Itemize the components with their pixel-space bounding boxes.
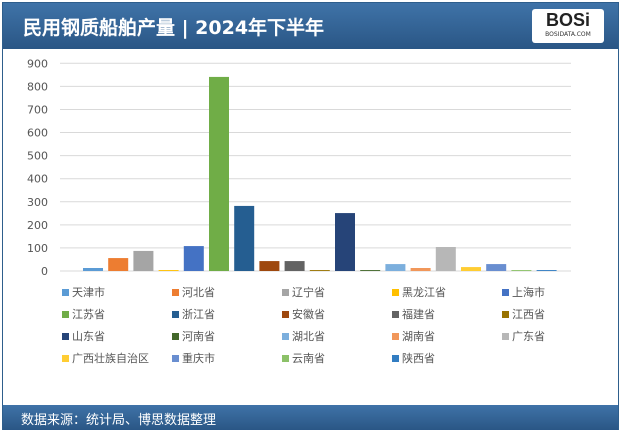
bar-18	[511, 270, 532, 271]
y-tick-label: 0	[41, 265, 48, 278]
bar-17	[486, 264, 507, 271]
legend-swatch	[502, 288, 509, 296]
bar-4	[158, 270, 179, 271]
legend-item: 河北省	[172, 284, 282, 300]
legend-swatch	[172, 288, 179, 296]
legend-label: 天津市	[72, 286, 105, 299]
legend-item: 江西省	[502, 306, 612, 322]
legend-item: 湖北省	[282, 328, 392, 344]
legend-swatch	[62, 332, 69, 340]
legend-label: 云南省	[292, 352, 325, 365]
y-tick-label: 600	[27, 127, 48, 140]
legend-swatch	[172, 332, 179, 340]
legend-swatch	[62, 310, 69, 318]
bar-15	[435, 246, 456, 271]
y-tick-label: 500	[27, 150, 48, 163]
legend-item: 天津市	[62, 284, 172, 300]
legend: 天津市 河北省 辽宁省 黑龙江省 上海市江苏省 浙江省 安徽省 福建省 江西省山东省 河南省 湖北省…	[62, 284, 582, 366]
legend-item: 安徽省	[282, 306, 392, 322]
legend-item: 福建省	[392, 306, 502, 322]
legend-label: 广西壮族自治区	[72, 352, 149, 365]
y-tick-label: 800	[27, 80, 48, 93]
legend-item: 广西壮族自治区	[62, 350, 172, 366]
legend-item: 湖南省	[392, 328, 502, 344]
legend-swatch	[392, 310, 399, 318]
bar-13	[385, 264, 406, 271]
legend-label: 黑龙江省	[402, 286, 446, 299]
header-bar: 民用钢质船舶产量 | 2024年下半年 BOSi BOSIDATA.COM	[3, 3, 618, 49]
legend-label: 安徽省	[292, 308, 325, 321]
legend-swatch	[502, 332, 509, 340]
legend-swatch	[62, 288, 69, 296]
legend-item: 陕西省	[392, 350, 502, 366]
chart-title: 民用钢质船舶产量 | 2024年下半年	[23, 17, 325, 39]
legend-item: 江苏省	[62, 306, 172, 322]
bar-3	[133, 250, 154, 271]
legend-label: 重庆市	[182, 352, 215, 365]
legend-label: 广东省	[512, 330, 545, 343]
bar-6	[209, 76, 229, 271]
legend-swatch	[172, 354, 179, 362]
legend-item: 重庆市	[172, 350, 282, 366]
bar-9	[284, 261, 305, 271]
legend-swatch	[282, 354, 289, 362]
bar-1	[83, 267, 103, 271]
legend-swatch	[392, 332, 399, 340]
source-note: 数据来源：统计局、博思数据整理	[21, 413, 217, 428]
y-tick-label: 100	[27, 242, 48, 255]
bar-5	[183, 246, 204, 271]
legend-item: 黑龙江省	[392, 284, 502, 300]
legend-label: 江苏省	[72, 308, 105, 321]
logo-subtext: BOSIDATA.COM	[545, 31, 591, 38]
bar-14	[410, 267, 431, 271]
bar-11	[335, 213, 355, 271]
legend-item: 云南省	[282, 350, 392, 366]
legend-label: 湖南省	[402, 330, 435, 343]
legend-swatch	[392, 354, 399, 362]
legend-item: 辽宁省	[282, 284, 392, 300]
legend-label: 山东省	[72, 330, 105, 343]
bar-8	[259, 261, 280, 271]
legend-item: 广东省	[502, 328, 612, 344]
bar-10	[309, 270, 330, 271]
legend-swatch	[282, 310, 289, 318]
bar-16	[461, 267, 481, 271]
legend-label: 河南省	[182, 330, 215, 343]
legend-label: 河北省	[182, 286, 215, 299]
legend-label: 福建省	[402, 308, 435, 321]
bar-19	[536, 270, 557, 271]
y-tick-label: 200	[27, 219, 48, 232]
y-tick-label: 700	[27, 103, 48, 116]
legend-label: 上海市	[512, 286, 545, 299]
legend-label: 江西省	[512, 308, 545, 321]
logo: BOSi BOSIDATA.COM	[532, 9, 604, 43]
legend-label: 陕西省	[402, 352, 435, 365]
legend-label: 湖北省	[292, 330, 325, 343]
legend-label: 浙江省	[182, 308, 215, 321]
footer-bar: 数据来源：统计局、博思数据整理	[3, 405, 618, 430]
y-tick-label: 900	[27, 57, 48, 70]
legend-item: 河南省	[172, 328, 282, 344]
legend-swatch	[282, 332, 289, 340]
legend-swatch	[392, 288, 399, 296]
legend-label: 辽宁省	[292, 286, 325, 299]
legend-item: 浙江省	[172, 306, 282, 322]
y-tick-label: 300	[27, 196, 48, 209]
y-tick-label: 400	[27, 173, 48, 186]
bar-12	[360, 270, 381, 271]
legend-swatch	[172, 310, 179, 318]
legend-swatch	[62, 354, 69, 362]
logo-text: BOSi	[545, 10, 590, 30]
legend-swatch	[282, 288, 289, 296]
legend-swatch	[502, 310, 509, 318]
legend-item: 山东省	[62, 328, 172, 344]
bar-7	[234, 205, 255, 271]
bar-2	[108, 258, 129, 271]
legend-item: 上海市	[502, 284, 612, 300]
